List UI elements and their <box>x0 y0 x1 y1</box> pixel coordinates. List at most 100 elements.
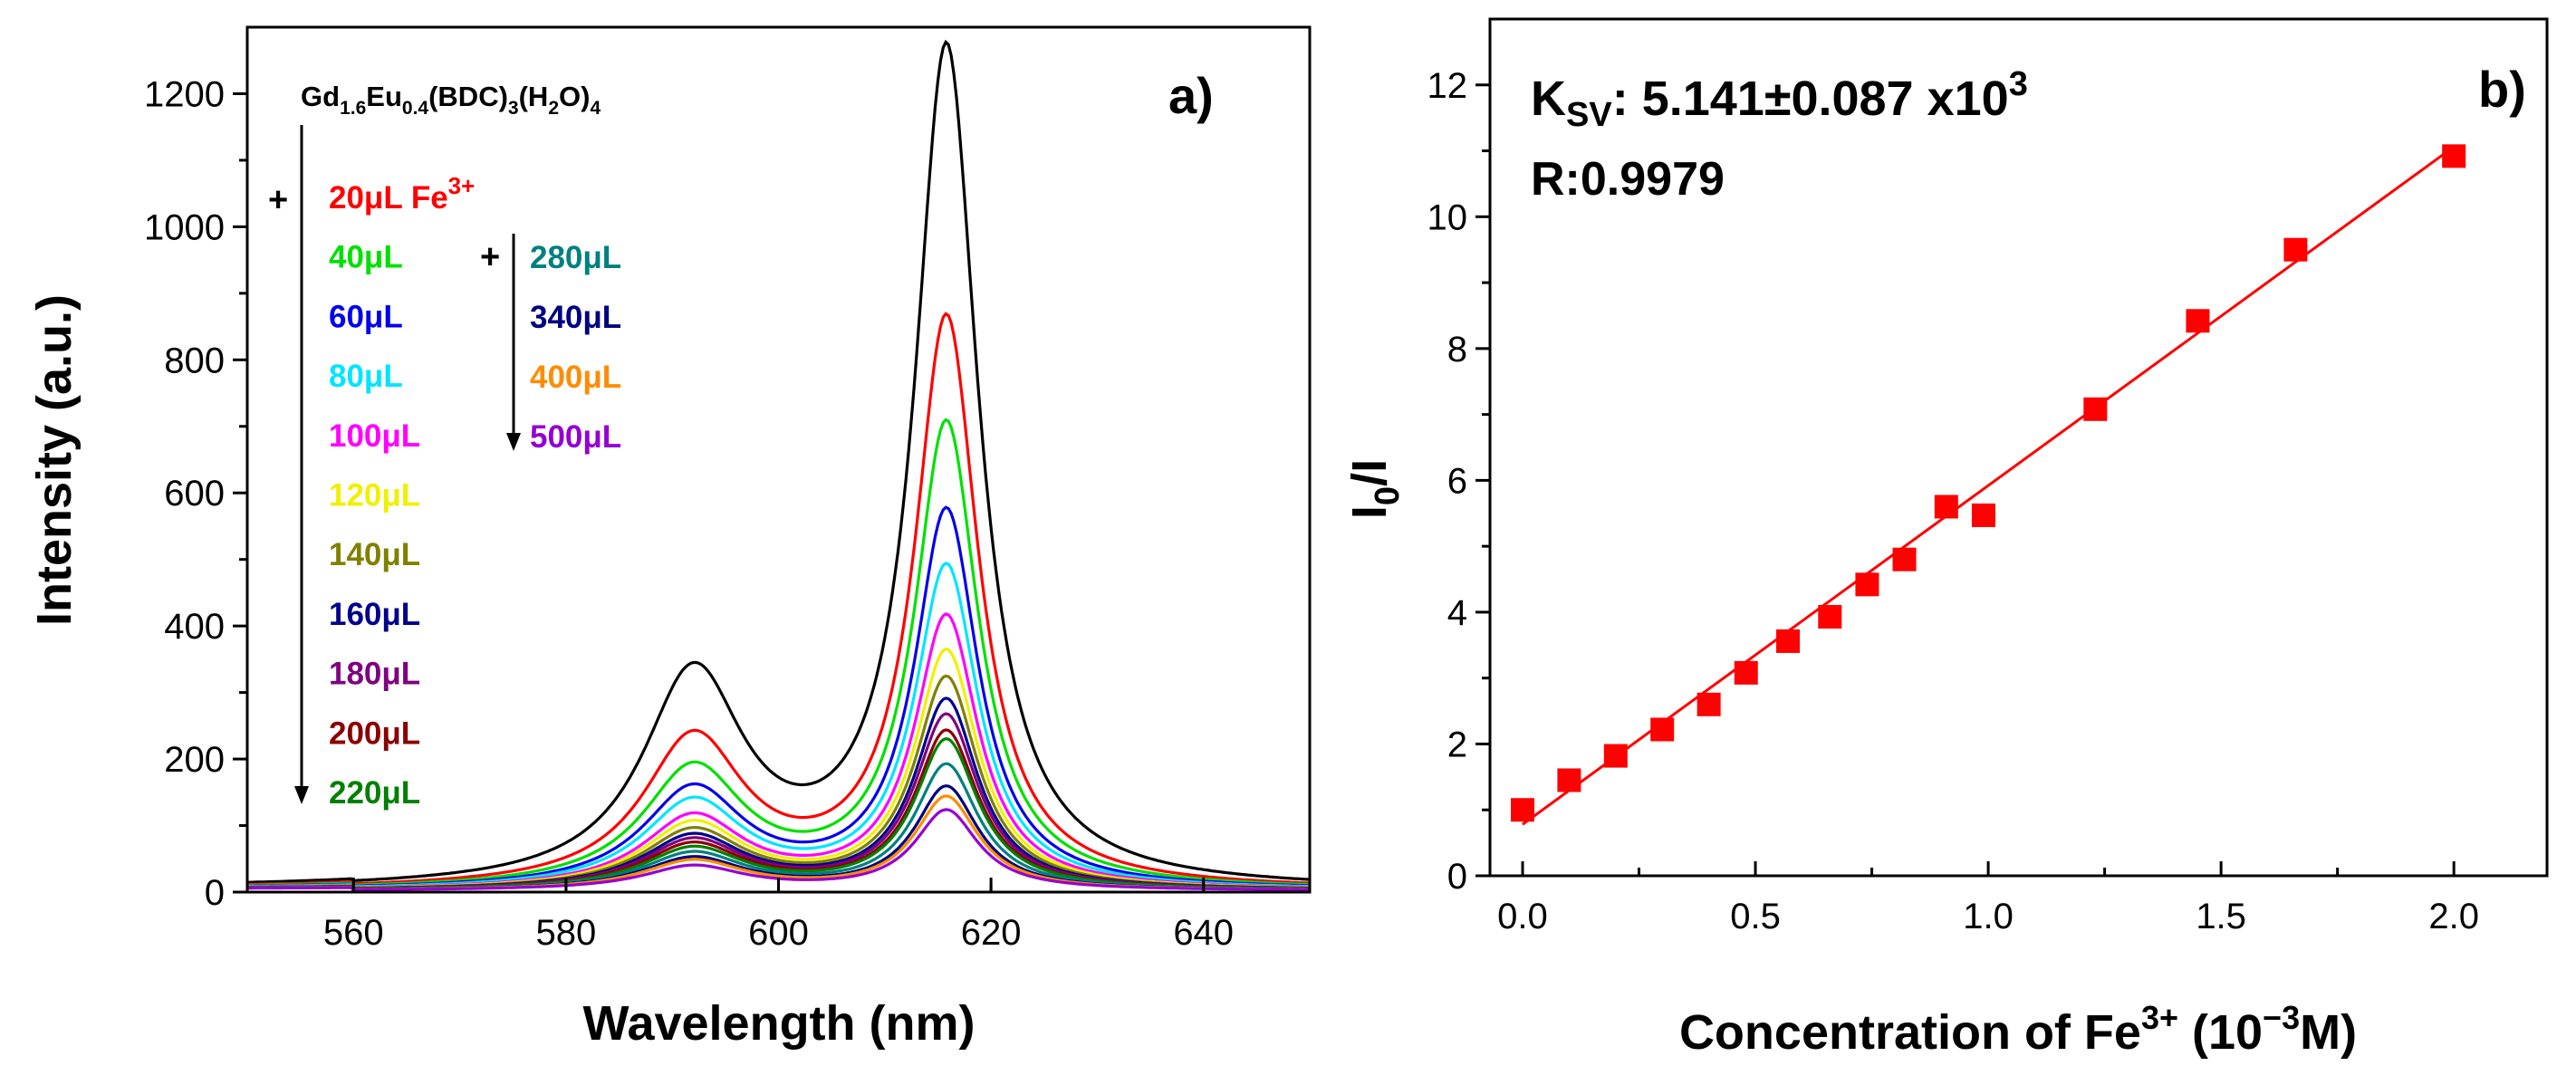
xlabel-sup: 3+ <box>2141 999 2178 1036</box>
ksv-value: : 5.141±0.087 x10 <box>1612 72 2009 126</box>
panel-b-ticks: 0.0 0.5 1.0 1.5 2.0 0 2 4 6 8 10 12 <box>1427 66 2479 936</box>
ylabel-sub: 0 <box>1369 486 1407 505</box>
data-point <box>2186 309 2210 333</box>
data-point <box>1734 660 1758 685</box>
xlabel-unit-sup: −3 <box>2263 999 2300 1036</box>
xlabel-unit-post: M) <box>2300 1005 2357 1060</box>
formula-bdc: (BDC) <box>428 81 508 112</box>
xlabel-unit-pre: (10 <box>2178 1005 2263 1060</box>
x-tick-label: 600 <box>748 913 809 953</box>
ksv-subscript: SV <box>1566 96 1612 134</box>
data-point <box>2083 397 2108 421</box>
panel-a-emission-spectra: 560 580 600 620 640 0 200 400 600 800 1000 1200 Int… <box>27 25 1312 1051</box>
data-point <box>1971 503 1995 527</box>
formula-bdc-sub: 3 <box>508 98 519 119</box>
legend-entry-80μL: 80μL <box>329 359 403 394</box>
ksv-k: K <box>1531 72 1566 126</box>
y-tick-label: 600 <box>164 474 225 514</box>
formula-h: (H <box>519 81 549 112</box>
x-tick-label: 2.0 <box>2428 897 2479 936</box>
panel-b-ylabel: I0/I <box>1342 459 1407 519</box>
legend-arrow-1 <box>294 125 309 804</box>
x-tick-label: 1.0 <box>1963 897 2014 936</box>
legend-entry-20μL: 20μL Fe3+ <box>329 172 475 216</box>
y-tick-label: 2 <box>1447 725 1467 764</box>
data-point <box>1650 717 1675 742</box>
y-tick-label: 10 <box>1427 197 1468 237</box>
panel-a-legend: 20μL Fe3+ 40μL 60μL 80μL 100μL 120μL 140μL 160μ… <box>329 172 621 811</box>
spectrum-curve-20μL <box>247 312 1311 886</box>
data-point <box>1934 494 1958 519</box>
ylabel-main: I <box>1342 505 1397 519</box>
spectra-curves <box>246 39 1311 891</box>
spectrum-curve-blank <box>247 39 1311 884</box>
legend-entry-160μL: 160μL <box>329 597 420 632</box>
y-tick-label: 6 <box>1447 461 1467 501</box>
formula-h-sub: 2 <box>548 98 559 119</box>
legend-entry-400μL: 400μL <box>530 360 621 395</box>
legend-plus-1: + <box>268 181 288 219</box>
y-tick-label: 1000 <box>144 207 225 247</box>
y-tick-label: 1200 <box>144 74 225 114</box>
data-point <box>1510 798 1534 822</box>
panel-a-label: a) <box>1168 67 1214 124</box>
formula-eu: Eu <box>366 81 402 112</box>
legend-entry-180μL: 180μL <box>329 657 420 692</box>
data-point <box>1697 692 1721 716</box>
legend-entry-280μL: 280μL <box>530 240 621 275</box>
data-point <box>1855 572 1879 597</box>
legend-fe-suffix: Fe <box>402 180 448 216</box>
panel-a-ylabel: Intensity (a.u.) <box>27 294 82 626</box>
data-point <box>1603 744 1628 768</box>
legend-arrow-2 <box>506 234 521 451</box>
panel-b-label: b) <box>2478 61 2526 118</box>
panel-b-frame <box>1488 17 2549 878</box>
ylabel-post: /I <box>1342 459 1397 486</box>
compound-formula-title: Gd1.6Eu0.4(BDC)3(H2O)4 <box>301 81 601 119</box>
x-tick-label: 620 <box>961 913 1022 953</box>
legend-entry-500μL: 500μL <box>530 419 621 455</box>
legend-entry-100μL: 100μL <box>329 418 420 454</box>
legend-entry-140μL: 140μL <box>329 537 420 572</box>
formula-gd: Gd <box>301 81 340 112</box>
xlabel-main: Concentration of Fe <box>1679 1005 2141 1060</box>
x-tick-label: 1.5 <box>2196 897 2246 936</box>
y-tick-label: 4 <box>1447 593 1467 633</box>
formula-eu-sub: 0.4 <box>402 98 429 119</box>
y-tick-label: 200 <box>164 740 225 780</box>
x-tick-label: 0.0 <box>1497 897 1548 936</box>
legend-fe-charge: 3+ <box>448 172 476 199</box>
formula-gd-sub: 1.6 <box>340 98 366 119</box>
data-point <box>2283 237 2308 262</box>
ksv-exponent: 3 <box>2009 65 2028 103</box>
legend-entry-340μL: 340μL <box>530 300 621 335</box>
x-tick-label: 640 <box>1173 913 1234 953</box>
correlation-r: R:0.9979 <box>1531 153 1725 206</box>
y-tick-label: 0 <box>1447 857 1467 897</box>
data-points <box>1510 144 2466 822</box>
data-point <box>1818 605 1842 629</box>
legend-entry-120μL: 120μL <box>329 478 420 514</box>
data-point <box>1776 629 1801 653</box>
y-tick-label: 800 <box>164 341 225 380</box>
y-tick-label: 400 <box>164 607 225 647</box>
panel-a-ticks: 560 580 600 620 640 0 200 400 600 800 1000 1200 <box>144 74 1234 953</box>
panel-b-xlabel: Concentration of Fe3+ (10−3M) <box>1679 999 2357 1060</box>
data-point <box>1557 768 1581 792</box>
data-point <box>2442 144 2466 168</box>
panel-a-frame <box>245 25 1312 894</box>
y-tick-label: 12 <box>1427 66 1468 106</box>
ksv-annotation: KSV: 5.141±0.087 x103 <box>1531 65 2028 134</box>
y-tick-label: 8 <box>1447 330 1467 370</box>
panel-b-stern-volmer: 0.0 0.5 1.0 1.5 2.0 0 2 4 6 8 10 12 b) KSV: 5.141±0… <box>1342 17 2549 1060</box>
legend-plus-2: + <box>480 238 500 276</box>
x-tick-label: 560 <box>323 913 384 953</box>
x-tick-label: 580 <box>536 913 597 953</box>
x-tick-label: 0.5 <box>1730 897 1781 936</box>
legend-entry-60μL: 60μL <box>329 299 403 334</box>
legend-entry-200μL: 200μL <box>329 715 420 751</box>
y-tick-label: 0 <box>205 873 225 913</box>
legend-entry-40μL: 40μL <box>329 240 403 275</box>
data-point <box>1892 547 1917 571</box>
